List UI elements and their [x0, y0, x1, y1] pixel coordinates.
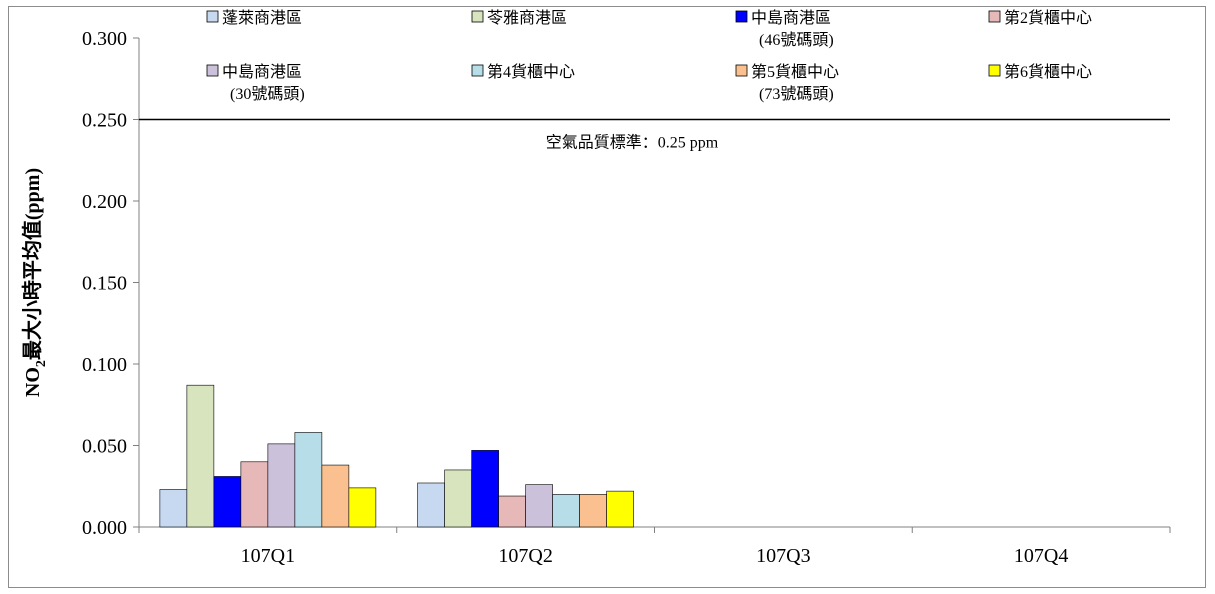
legend-swatch — [988, 64, 1001, 77]
bar — [321, 464, 350, 528]
legend-swatch — [988, 10, 1001, 23]
bar — [552, 494, 580, 528]
x-category-label: 107Q1 — [241, 545, 295, 567]
chart-frame: 0.000 0.050 0.100 0.150 0.200 0.250 0.300 107Q1… — [8, 6, 1206, 588]
bar — [417, 482, 445, 528]
bar — [213, 476, 242, 528]
chart-svg: 0.000 0.050 0.100 0.150 0.200 0.250 0.300 107Q1… — [20, 9, 1171, 567]
legend-label: 第6貨櫃中心 — [1004, 63, 1092, 81]
x-category-label: 107Q2 — [498, 545, 552, 567]
y-tick-label: 0.250 — [82, 110, 127, 132]
legend-swatch — [206, 10, 219, 23]
bar — [294, 432, 323, 528]
legend-swatch — [471, 64, 484, 77]
bar — [525, 484, 553, 528]
legend-label: 第4貨櫃中心 — [487, 63, 575, 81]
bar — [240, 461, 269, 528]
y-tick-label: 0.000 — [82, 517, 127, 539]
legend-swatch — [471, 10, 484, 23]
bar — [186, 384, 215, 528]
y-tick-label: 0.100 — [82, 354, 127, 376]
bar — [579, 494, 607, 528]
bar — [606, 490, 634, 528]
y-tick-label: 0.200 — [82, 191, 127, 213]
legend-label: 苓雅商港區 — [487, 9, 567, 27]
legend-swatch — [735, 64, 748, 77]
x-category-label: 107Q3 — [756, 545, 810, 567]
legend-label-line2: (46號碼頭) — [759, 31, 834, 49]
reference-line-label: 空氣品質標準：0.25 ppm — [546, 134, 719, 152]
x-category-label: 107Q4 — [1014, 545, 1068, 567]
legend-label-line2: (30號碼頭) — [230, 85, 305, 103]
y-axis-title: NO2最大小時平均值(ppm) — [20, 168, 49, 397]
bar — [444, 469, 472, 528]
bar — [348, 487, 377, 528]
bar — [267, 443, 296, 528]
bar — [159, 489, 188, 528]
legend-label: 蓬萊商港區 — [222, 9, 302, 27]
y-tick-label: 0.150 — [82, 273, 127, 295]
legend-label: 中島商港區 — [751, 9, 831, 27]
bar — [471, 450, 499, 528]
bar — [498, 495, 526, 528]
legend-label: 第5貨櫃中心 — [751, 63, 839, 81]
y-tick-label: 0.050 — [82, 436, 127, 458]
legend-label-line2: (73號碼頭) — [759, 85, 834, 103]
legend-label: 中島商港區 — [222, 63, 302, 81]
legend-swatch — [206, 64, 219, 77]
legend-swatch — [735, 10, 748, 23]
legend-label: 第2貨櫃中心 — [1004, 9, 1092, 27]
y-tick-label: 0.300 — [82, 28, 127, 50]
